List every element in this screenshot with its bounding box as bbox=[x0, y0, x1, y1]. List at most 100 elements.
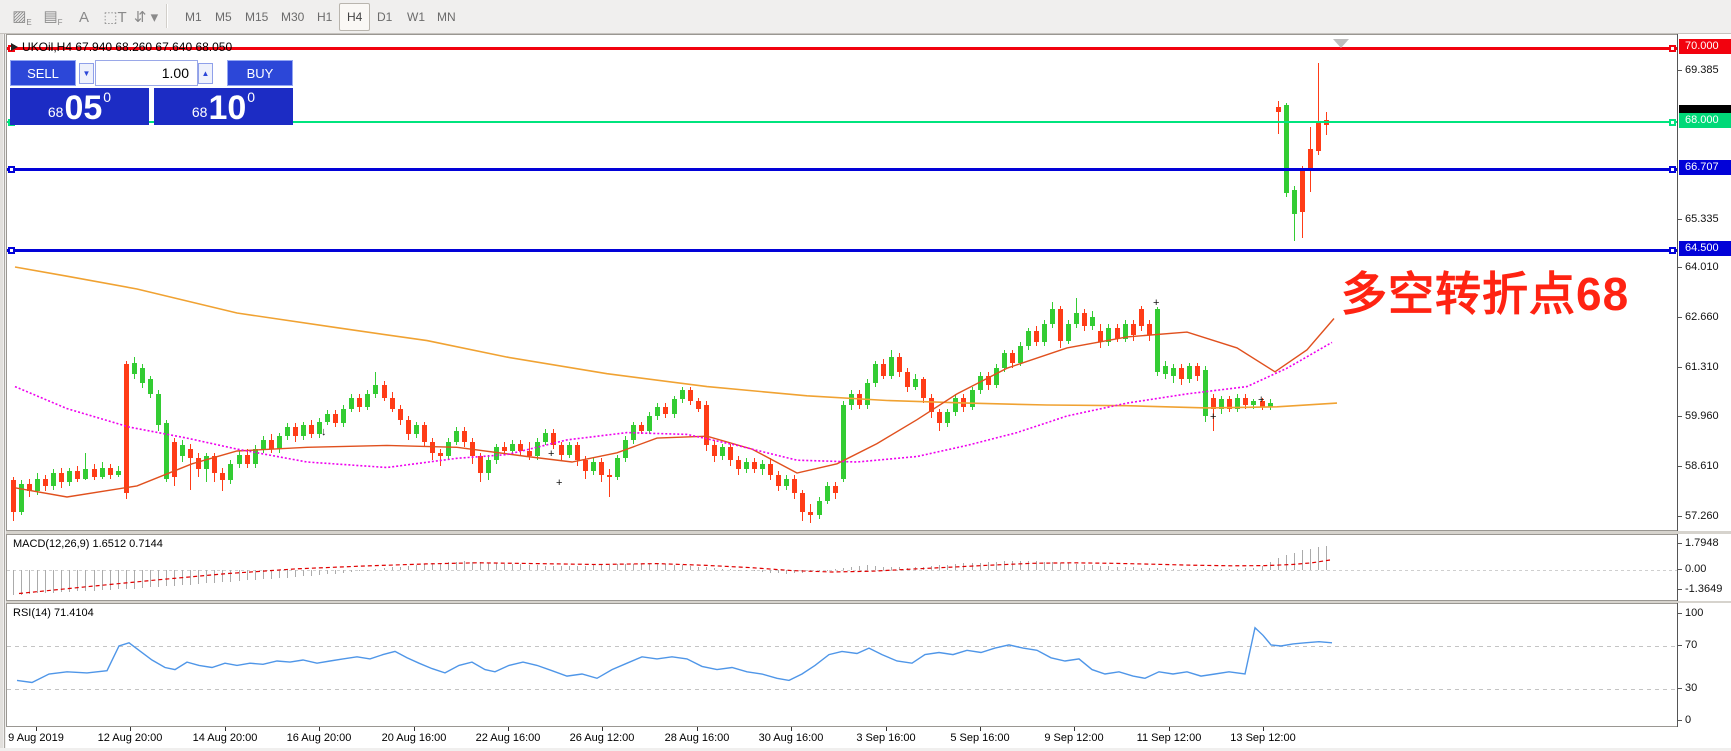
axis-tick bbox=[1678, 366, 1682, 368]
buy-button[interactable]: BUY bbox=[227, 60, 293, 86]
horizontal-level-line[interactable] bbox=[7, 249, 1678, 253]
candle-body bbox=[462, 430, 468, 442]
macd-histogram-bar bbox=[447, 561, 449, 570]
date-label: 28 Aug 16:00 bbox=[664, 732, 730, 744]
candle-body bbox=[1219, 399, 1225, 409]
macd-histogram-bar bbox=[1027, 560, 1029, 570]
date-label: 26 Aug 12:00 bbox=[569, 732, 635, 744]
macd-histogram-bar bbox=[85, 570, 87, 592]
horizontal-level-line[interactable] bbox=[7, 120, 1678, 123]
timeframe-m15-button[interactable]: M15 bbox=[245, 10, 269, 24]
axis-tick bbox=[1678, 688, 1682, 689]
candle-body bbox=[647, 416, 653, 431]
candle-body bbox=[969, 390, 975, 407]
volume-decrease-button[interactable]: ▼ bbox=[79, 63, 94, 84]
timeframe-mn-button[interactable]: MN bbox=[437, 10, 456, 24]
macd-indicator-label: MACD(12,26,9) 1.6512 0.7144 bbox=[13, 538, 163, 550]
buy-price-pips: 10 bbox=[208, 89, 247, 127]
macd-histogram-bar bbox=[1108, 566, 1110, 570]
candle-body bbox=[292, 427, 298, 437]
time-axis-tick bbox=[791, 727, 792, 731]
toolbar: ▨E ▤F A ⬚T ⇵ ▾ M1 M5 M15 M30 H1 H4 D1 W1 MN bbox=[0, 0, 1731, 34]
line-anchor-handle[interactable] bbox=[1669, 118, 1676, 126]
arrows-objects-icon-button[interactable]: ⇵ ▾ bbox=[132, 3, 160, 31]
axis-tick bbox=[1678, 569, 1682, 570]
panel-separator[interactable] bbox=[6, 531, 1731, 534]
timeframe-m1-button[interactable]: M1 bbox=[185, 10, 202, 24]
horizontal-level-line[interactable] bbox=[7, 168, 1678, 172]
macd-histogram-bar bbox=[1092, 565, 1094, 570]
candle-body bbox=[937, 412, 943, 424]
candle-body bbox=[1033, 331, 1039, 343]
candle-body bbox=[1138, 309, 1144, 326]
candle-body bbox=[880, 364, 886, 376]
axis-tick bbox=[1678, 218, 1682, 220]
macd-tick-label: -1.3649 bbox=[1685, 582, 1723, 595]
volume-increase-button[interactable]: ▲ bbox=[198, 63, 213, 84]
candle-body bbox=[180, 445, 186, 457]
horizontal-level-line[interactable] bbox=[7, 47, 1678, 50]
timeframe-m5-button[interactable]: M5 bbox=[215, 10, 232, 24]
candle-body bbox=[1259, 401, 1265, 407]
candle-body bbox=[695, 401, 701, 409]
timeframe-h4-button[interactable]: H4 bbox=[339, 3, 371, 31]
candle-body bbox=[1315, 123, 1321, 152]
candle-body bbox=[284, 427, 290, 437]
main-chart-panel[interactable]: ↓ + + + + + bbox=[6, 34, 1731, 531]
macd-histogram-bar bbox=[351, 570, 353, 572]
candle-body bbox=[91, 469, 97, 477]
macd-histogram-bar bbox=[423, 563, 425, 570]
candle-body bbox=[1042, 324, 1048, 343]
buy-price-whole: 68 bbox=[191, 104, 208, 120]
macd-histogram-bar bbox=[270, 570, 272, 579]
timeframe-w1-button[interactable]: W1 bbox=[407, 10, 425, 24]
line-anchor-handle[interactable] bbox=[8, 166, 15, 174]
candle-body bbox=[864, 382, 870, 405]
macd-histogram-bar bbox=[367, 569, 369, 571]
date-label: 12 Aug 20:00 bbox=[97, 732, 163, 744]
candle-body bbox=[1130, 324, 1136, 336]
line-anchor-handle[interactable] bbox=[1669, 247, 1676, 255]
macd-histogram-bar bbox=[1293, 552, 1295, 570]
date-label: 9 Sep 12:00 bbox=[1044, 732, 1104, 744]
macd-histogram-bar bbox=[37, 570, 39, 594]
candle-body bbox=[574, 445, 580, 461]
text-label-icon-button[interactable]: A bbox=[70, 3, 98, 31]
macd-histogram-bar bbox=[560, 566, 562, 570]
axis-tick bbox=[1678, 612, 1682, 614]
candle-body bbox=[768, 463, 774, 475]
candle-body bbox=[309, 425, 315, 435]
candle-wick bbox=[1317, 62, 1319, 155]
candle-wick bbox=[1277, 101, 1279, 135]
candle-body bbox=[1299, 169, 1305, 212]
sell-button[interactable]: SELL bbox=[10, 60, 76, 86]
date-label: 5 Sep 16:00 bbox=[950, 732, 1010, 744]
text-box-icon-button[interactable]: ⬚T bbox=[101, 3, 129, 31]
macd-histogram-bar bbox=[689, 565, 691, 570]
expert-chart-icon-button[interactable]: ▨E bbox=[8, 3, 36, 31]
timeframe-m30-button[interactable]: M30 bbox=[281, 10, 305, 24]
panel-separator[interactable] bbox=[6, 601, 1731, 603]
candle-body bbox=[131, 362, 137, 374]
line-anchor-handle[interactable] bbox=[1669, 45, 1676, 52]
time-axis-tick bbox=[980, 727, 981, 731]
candle-body bbox=[123, 364, 129, 494]
candle-body bbox=[75, 471, 81, 479]
line-anchor-handle[interactable] bbox=[8, 247, 15, 255]
candle-body bbox=[679, 390, 685, 400]
candle-body bbox=[99, 467, 105, 477]
candle-body bbox=[1243, 397, 1249, 405]
grid-lines-icon-button[interactable]: ▤F bbox=[39, 3, 67, 31]
timeframe-h1-button[interactable]: H1 bbox=[317, 10, 333, 24]
candle-body bbox=[1195, 366, 1201, 376]
timeframe-d1-button[interactable]: D1 bbox=[377, 10, 393, 24]
autoscroll-arrow-icon[interactable] bbox=[1333, 39, 1349, 48]
line-anchor-handle[interactable] bbox=[1669, 166, 1676, 174]
macd-histogram-bar bbox=[29, 570, 31, 595]
candle-body bbox=[1098, 331, 1104, 343]
buy-price-display[interactable]: 68 10 0 bbox=[154, 88, 293, 125]
macd-histogram-bar bbox=[61, 570, 63, 593]
volume-input[interactable]: 1.00 bbox=[95, 60, 198, 86]
macd-histogram-bar bbox=[697, 566, 699, 570]
sell-price-display[interactable]: 68 05 0 bbox=[10, 88, 149, 125]
